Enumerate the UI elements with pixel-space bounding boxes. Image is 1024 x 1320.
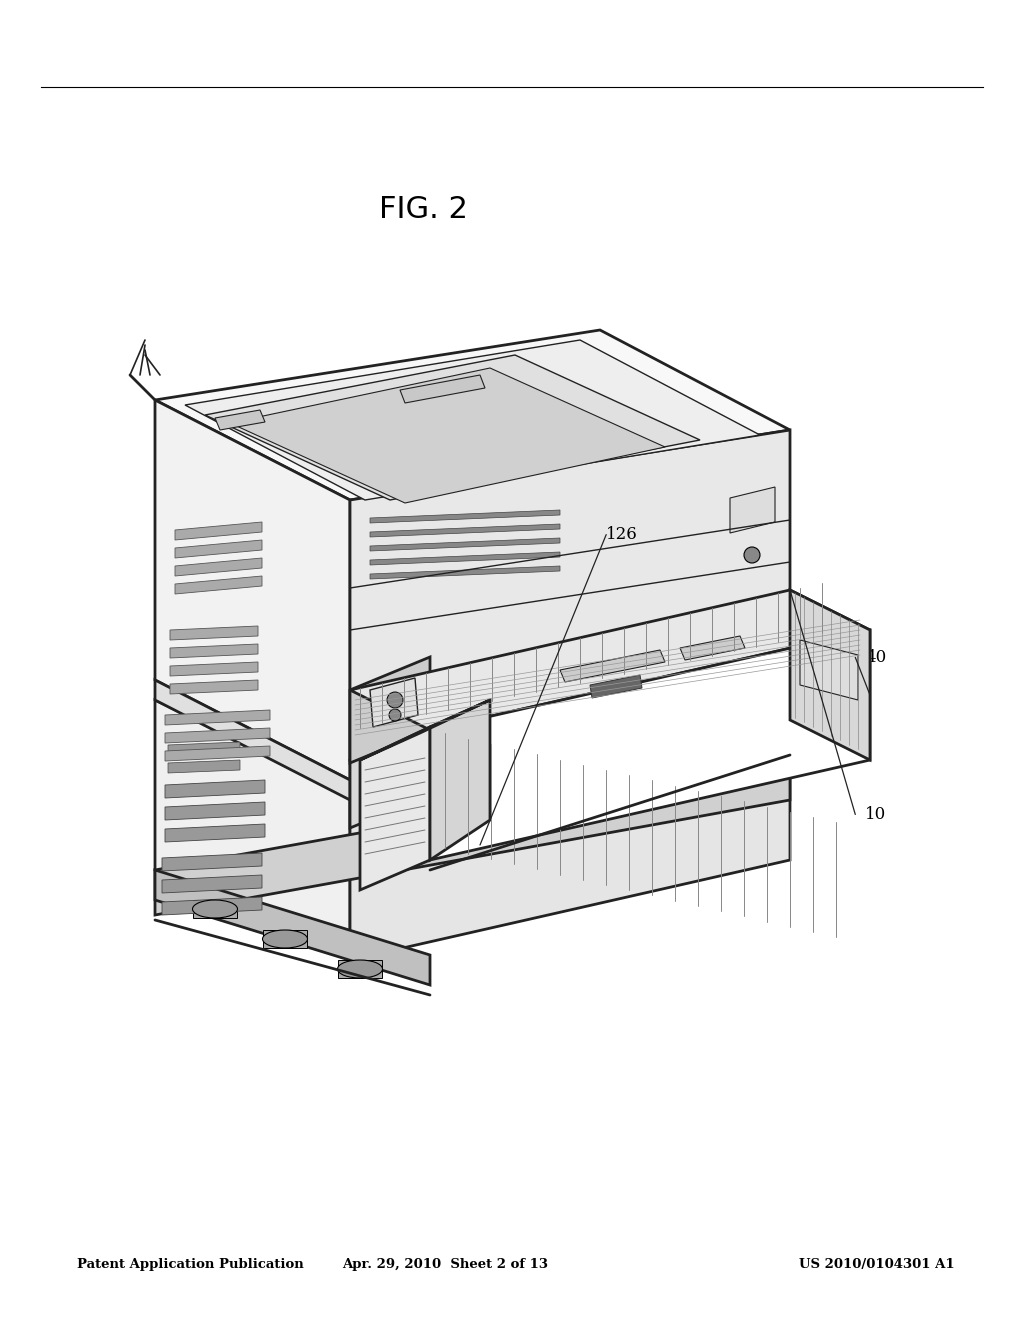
Polygon shape	[338, 960, 382, 978]
Polygon shape	[175, 540, 262, 558]
Polygon shape	[205, 355, 700, 500]
Polygon shape	[175, 558, 262, 576]
Polygon shape	[185, 341, 760, 500]
Polygon shape	[162, 898, 262, 915]
Polygon shape	[430, 700, 490, 861]
Polygon shape	[165, 746, 270, 762]
Polygon shape	[350, 590, 870, 730]
Polygon shape	[165, 824, 265, 842]
Polygon shape	[170, 680, 258, 694]
Text: FIG. 2: FIG. 2	[379, 195, 468, 224]
Text: 10: 10	[865, 807, 887, 822]
Polygon shape	[730, 487, 775, 533]
Polygon shape	[560, 649, 665, 682]
Polygon shape	[170, 644, 258, 657]
Circle shape	[389, 709, 401, 721]
Polygon shape	[430, 630, 870, 861]
Polygon shape	[193, 900, 237, 917]
Polygon shape	[590, 675, 642, 698]
Circle shape	[387, 692, 403, 708]
Polygon shape	[400, 375, 485, 403]
Polygon shape	[350, 690, 790, 960]
Polygon shape	[370, 566, 560, 579]
Text: Apr. 29, 2010  Sheet 2 of 13: Apr. 29, 2010 Sheet 2 of 13	[342, 1258, 549, 1271]
Polygon shape	[350, 657, 430, 763]
Polygon shape	[370, 510, 560, 523]
Ellipse shape	[193, 900, 238, 917]
Polygon shape	[370, 552, 560, 565]
Polygon shape	[175, 576, 262, 594]
Polygon shape	[155, 870, 430, 985]
Polygon shape	[170, 626, 258, 640]
Polygon shape	[162, 875, 262, 894]
Polygon shape	[155, 680, 350, 800]
Polygon shape	[370, 539, 560, 550]
Polygon shape	[360, 700, 490, 760]
Polygon shape	[165, 803, 265, 820]
Polygon shape	[790, 590, 870, 760]
Polygon shape	[162, 853, 262, 871]
Polygon shape	[168, 742, 240, 755]
Ellipse shape	[262, 931, 307, 948]
Polygon shape	[155, 700, 350, 960]
Polygon shape	[155, 755, 790, 915]
Polygon shape	[165, 710, 270, 725]
Text: US 2010/0104301 A1: US 2010/0104301 A1	[799, 1258, 954, 1271]
Text: 40: 40	[865, 649, 887, 665]
Polygon shape	[175, 521, 262, 540]
Polygon shape	[370, 524, 560, 537]
Polygon shape	[165, 729, 270, 743]
Text: Patent Application Publication: Patent Application Publication	[77, 1258, 303, 1271]
Polygon shape	[170, 663, 258, 676]
Polygon shape	[370, 678, 418, 727]
Text: 126: 126	[606, 527, 638, 543]
Polygon shape	[350, 727, 430, 828]
Polygon shape	[360, 727, 430, 890]
Ellipse shape	[338, 960, 383, 978]
Polygon shape	[155, 400, 350, 780]
Polygon shape	[215, 411, 265, 430]
Polygon shape	[263, 931, 307, 948]
Polygon shape	[155, 330, 790, 500]
Polygon shape	[230, 368, 665, 503]
Polygon shape	[168, 760, 240, 774]
Polygon shape	[165, 780, 265, 799]
Polygon shape	[350, 430, 790, 760]
Polygon shape	[800, 640, 858, 700]
Polygon shape	[680, 636, 745, 660]
Circle shape	[744, 546, 760, 564]
